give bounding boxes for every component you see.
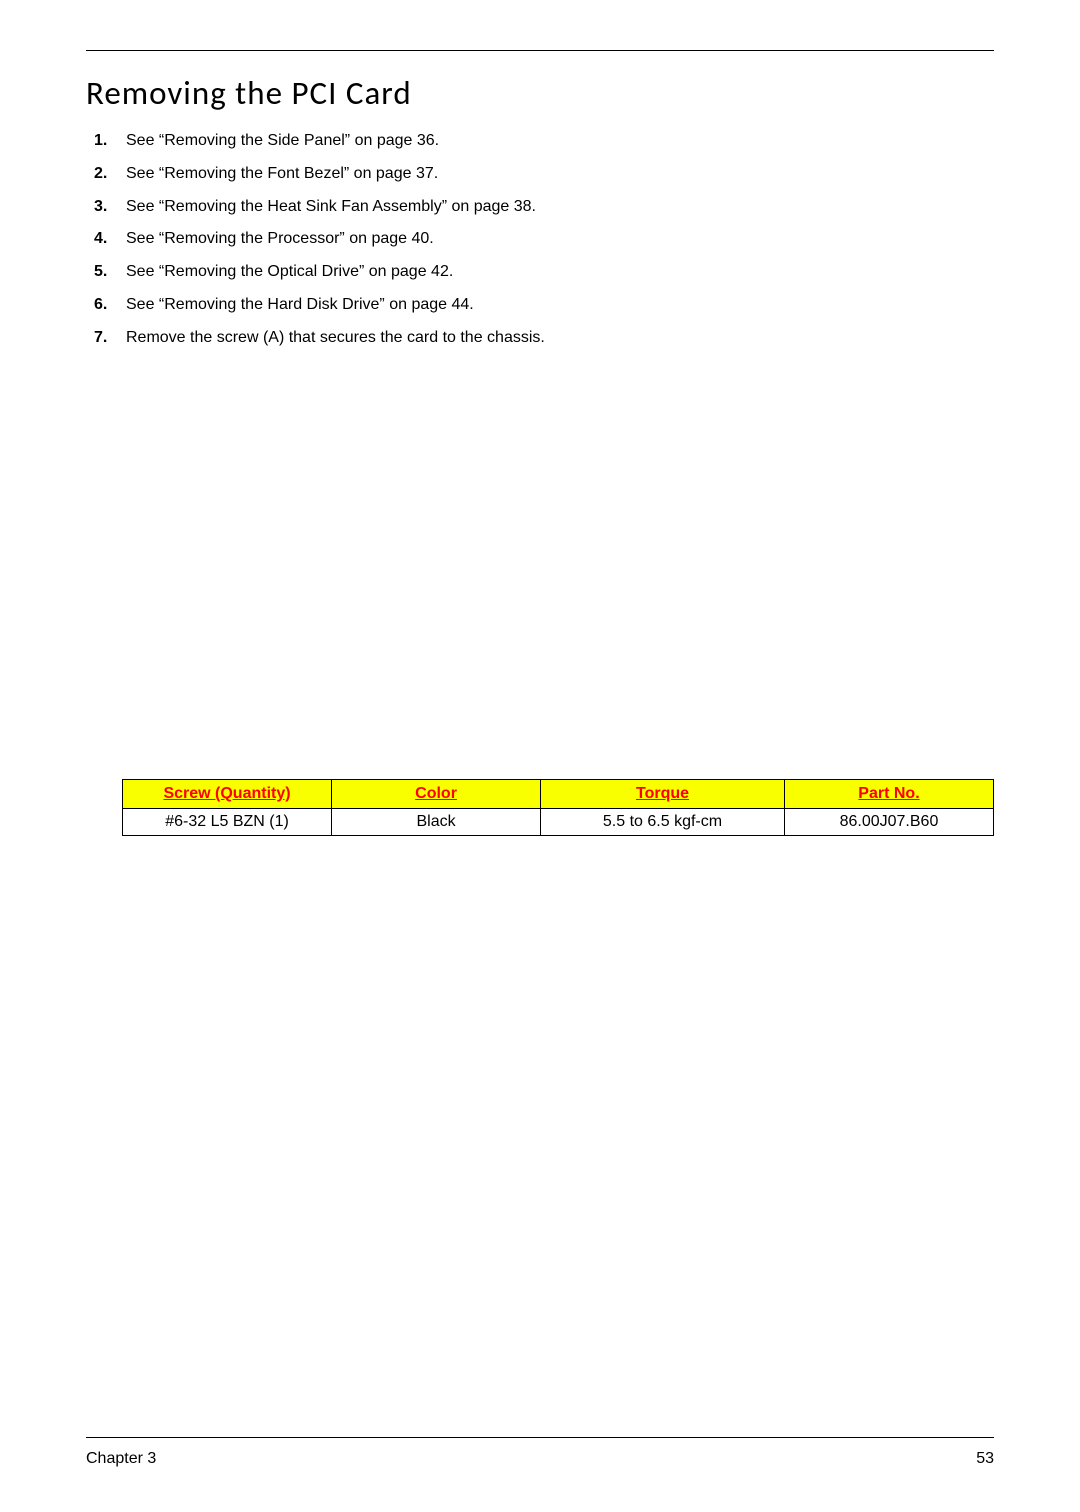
page-footer: Chapter 3 53 bbox=[86, 1450, 994, 1468]
step-number: 1. bbox=[94, 131, 107, 152]
step-number: 5. bbox=[94, 262, 107, 283]
step-item: 1.See “Removing the Side Panel” on page … bbox=[126, 131, 994, 152]
cell-screw-quantity: #6-32 L5 BZN (1) bbox=[123, 808, 332, 835]
step-text: See “Removing the Heat Sink Fan Assembly… bbox=[126, 198, 536, 215]
step-item: 6.See “Removing the Hard Disk Drive” on … bbox=[126, 295, 994, 316]
step-text: See “Removing the Hard Disk Drive” on pa… bbox=[126, 296, 474, 313]
cell-part-no: 86.00J07.B60 bbox=[784, 808, 993, 835]
col-screw-quantity: Screw (Quantity) bbox=[123, 779, 332, 808]
step-number: 6. bbox=[94, 295, 107, 316]
screw-table-container: Screw (Quantity) Color Torque Part No. #… bbox=[86, 779, 994, 836]
step-number: 7. bbox=[94, 328, 107, 349]
step-item: 2.See “Removing the Font Bezel” on page … bbox=[126, 164, 994, 185]
step-text: See “Removing the Processor” on page 40. bbox=[126, 230, 434, 247]
screw-table: Screw (Quantity) Color Torque Part No. #… bbox=[122, 779, 994, 836]
chapter-label: Chapter 3 bbox=[86, 1450, 156, 1468]
step-number: 3. bbox=[94, 197, 107, 218]
cell-color: Black bbox=[332, 808, 541, 835]
table-header-row: Screw (Quantity) Color Torque Part No. bbox=[123, 779, 994, 808]
col-color: Color bbox=[332, 779, 541, 808]
step-text: See “Removing the Font Bezel” on page 37… bbox=[126, 165, 438, 182]
col-torque: Torque bbox=[541, 779, 785, 808]
step-item: 7.Remove the screw (A) that secures the … bbox=[126, 328, 994, 349]
cell-torque: 5.5 to 6.5 kgf-cm bbox=[541, 808, 785, 835]
step-text: See “Removing the Optical Drive” on page… bbox=[126, 263, 453, 280]
step-text: Remove the screw (A) that secures the ca… bbox=[126, 329, 545, 346]
step-number: 2. bbox=[94, 164, 107, 185]
step-item: 3.See “Removing the Heat Sink Fan Assemb… bbox=[126, 197, 994, 218]
section-title: Removing the PCI Card bbox=[86, 73, 994, 113]
page-number: 53 bbox=[976, 1450, 994, 1468]
col-part-no: Part No. bbox=[784, 779, 993, 808]
step-number: 4. bbox=[94, 229, 107, 250]
step-list: 1. See “Removing the Side Panel” on page … bbox=[86, 131, 994, 349]
step-item: 5.See “Removing the Optical Drive” on pa… bbox=[126, 262, 994, 283]
footer-rule bbox=[86, 1437, 994, 1438]
step-text: See “Removing the Side Panel” on page 36… bbox=[126, 132, 439, 149]
top-rule bbox=[86, 50, 994, 51]
table-row: #6-32 L5 BZN (1) Black 5.5 to 6.5 kgf-cm… bbox=[123, 808, 994, 835]
step-item: 4.See “Removing the Processor” on page 4… bbox=[126, 229, 994, 250]
